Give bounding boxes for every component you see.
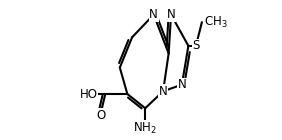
Text: NH$_2$: NH$_2$ (133, 123, 157, 138)
Text: NH$_2$: NH$_2$ (133, 121, 157, 136)
Text: O: O (96, 109, 105, 122)
Text: S: S (192, 39, 200, 52)
Text: CH$_3$: CH$_3$ (204, 15, 228, 30)
Text: N: N (159, 85, 168, 98)
Text: N: N (178, 78, 186, 91)
Text: N: N (149, 8, 158, 21)
Text: HO: HO (80, 88, 98, 101)
Text: N: N (167, 8, 175, 21)
